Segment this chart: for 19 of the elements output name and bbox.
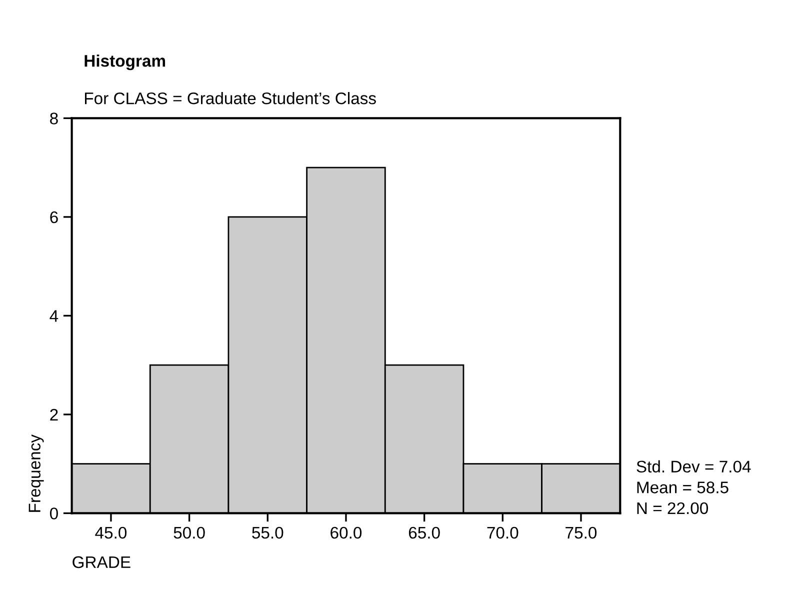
x-tick-label: 60.0 (330, 526, 362, 539)
x-tick-label: 65.0 (408, 526, 440, 539)
y-tick-label: 8 (50, 112, 58, 124)
text: Mean = 58.5 (637, 482, 728, 494)
x-tick-label: 55.0 (252, 526, 284, 539)
x-tick-label: 70.0 (487, 526, 518, 539)
y-tick-label: 4 (50, 310, 58, 322)
y-tick-label: 6 (50, 211, 58, 224)
x-axis-title: GRADE (72, 556, 130, 568)
chart-title: Histogram (84, 54, 166, 70)
text: N = 22.00 (637, 502, 708, 514)
text: Std. Dev = 7.04 (636, 460, 751, 473)
y-axis-title: Frequency (28, 434, 44, 512)
x-tick-label: 75.0 (566, 526, 597, 539)
x-tick-label: 45.0 (95, 526, 127, 539)
y-tick-label: 0 (50, 508, 58, 520)
y-tick-label: 2 (50, 408, 58, 421)
x-tick-label: 50.0 (174, 526, 205, 539)
chart-subtitle: For CLASS = Graduate Student’s Class (85, 92, 376, 104)
